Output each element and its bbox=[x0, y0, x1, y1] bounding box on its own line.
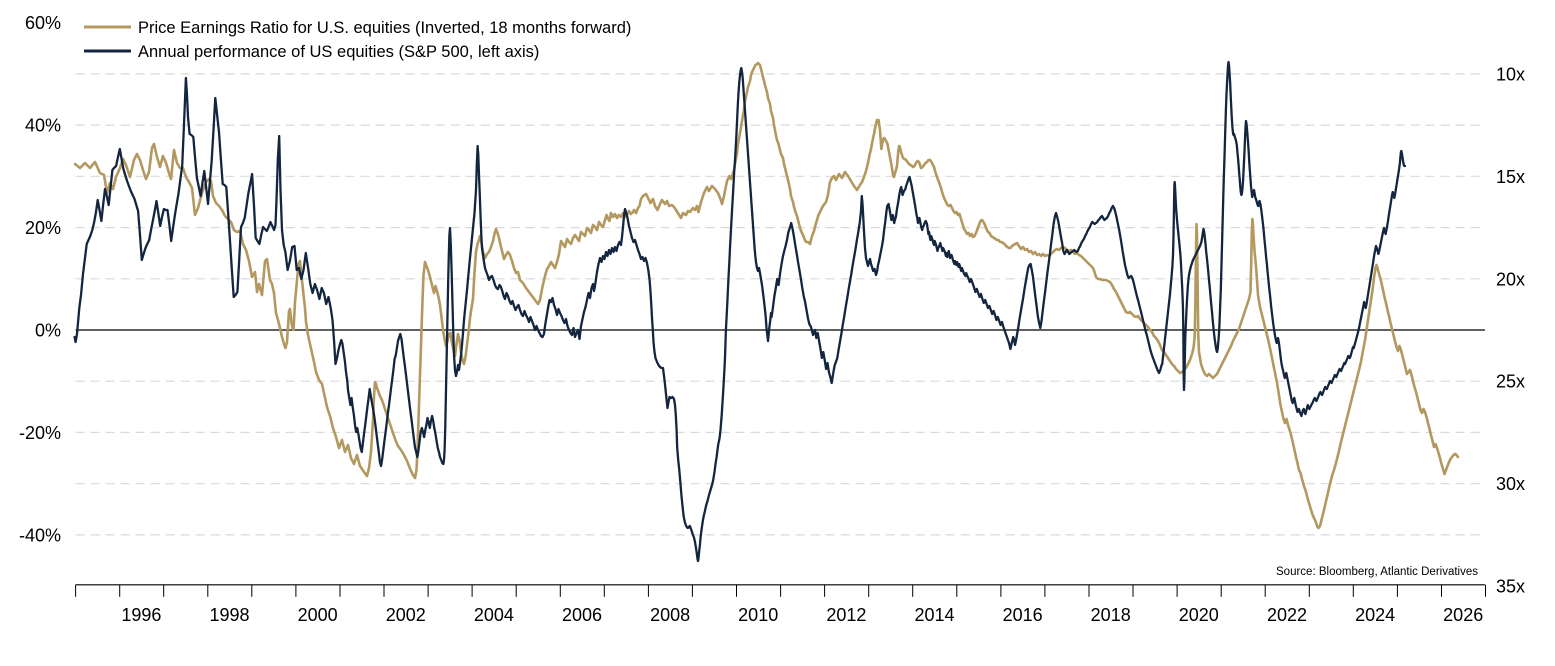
svg-text:2000: 2000 bbox=[298, 605, 338, 625]
svg-text:60%: 60% bbox=[25, 13, 61, 33]
svg-text:1996: 1996 bbox=[121, 605, 161, 625]
svg-text:2006: 2006 bbox=[562, 605, 602, 625]
svg-text:20%: 20% bbox=[25, 218, 61, 238]
svg-text:2014: 2014 bbox=[914, 605, 954, 625]
svg-text:2022: 2022 bbox=[1267, 605, 1307, 625]
svg-text:2010: 2010 bbox=[738, 605, 778, 625]
svg-text:2024: 2024 bbox=[1355, 605, 1395, 625]
svg-text:-20%: -20% bbox=[19, 423, 61, 443]
svg-text:25x: 25x bbox=[1496, 372, 1525, 392]
svg-text:Source: Bloomberg, Atlantic De: Source: Bloomberg, Atlantic Derivatives bbox=[1276, 566, 1478, 578]
svg-text:15x: 15x bbox=[1496, 167, 1525, 187]
svg-text:20x: 20x bbox=[1496, 269, 1525, 289]
svg-text:2016: 2016 bbox=[1003, 605, 1043, 625]
svg-text:Annual performance of US equit: Annual performance of US equities (S&P 5… bbox=[138, 43, 539, 61]
svg-text:-40%: -40% bbox=[19, 525, 61, 545]
svg-text:2002: 2002 bbox=[386, 605, 426, 625]
svg-text:2026: 2026 bbox=[1443, 605, 1483, 625]
svg-text:35x: 35x bbox=[1496, 577, 1525, 597]
svg-text:2018: 2018 bbox=[1091, 605, 1131, 625]
svg-text:2008: 2008 bbox=[650, 605, 690, 625]
svg-text:40%: 40% bbox=[25, 116, 61, 136]
svg-text:1998: 1998 bbox=[209, 605, 249, 625]
svg-text:Price Earnings Ratio for U.S.: Price Earnings Ratio for U.S. equities (… bbox=[138, 19, 631, 37]
svg-text:10x: 10x bbox=[1496, 64, 1525, 84]
svg-text:30x: 30x bbox=[1496, 474, 1525, 494]
svg-text:2004: 2004 bbox=[474, 605, 514, 625]
svg-text:2020: 2020 bbox=[1179, 605, 1219, 625]
svg-text:0%: 0% bbox=[35, 321, 61, 341]
svg-text:2012: 2012 bbox=[826, 605, 866, 625]
